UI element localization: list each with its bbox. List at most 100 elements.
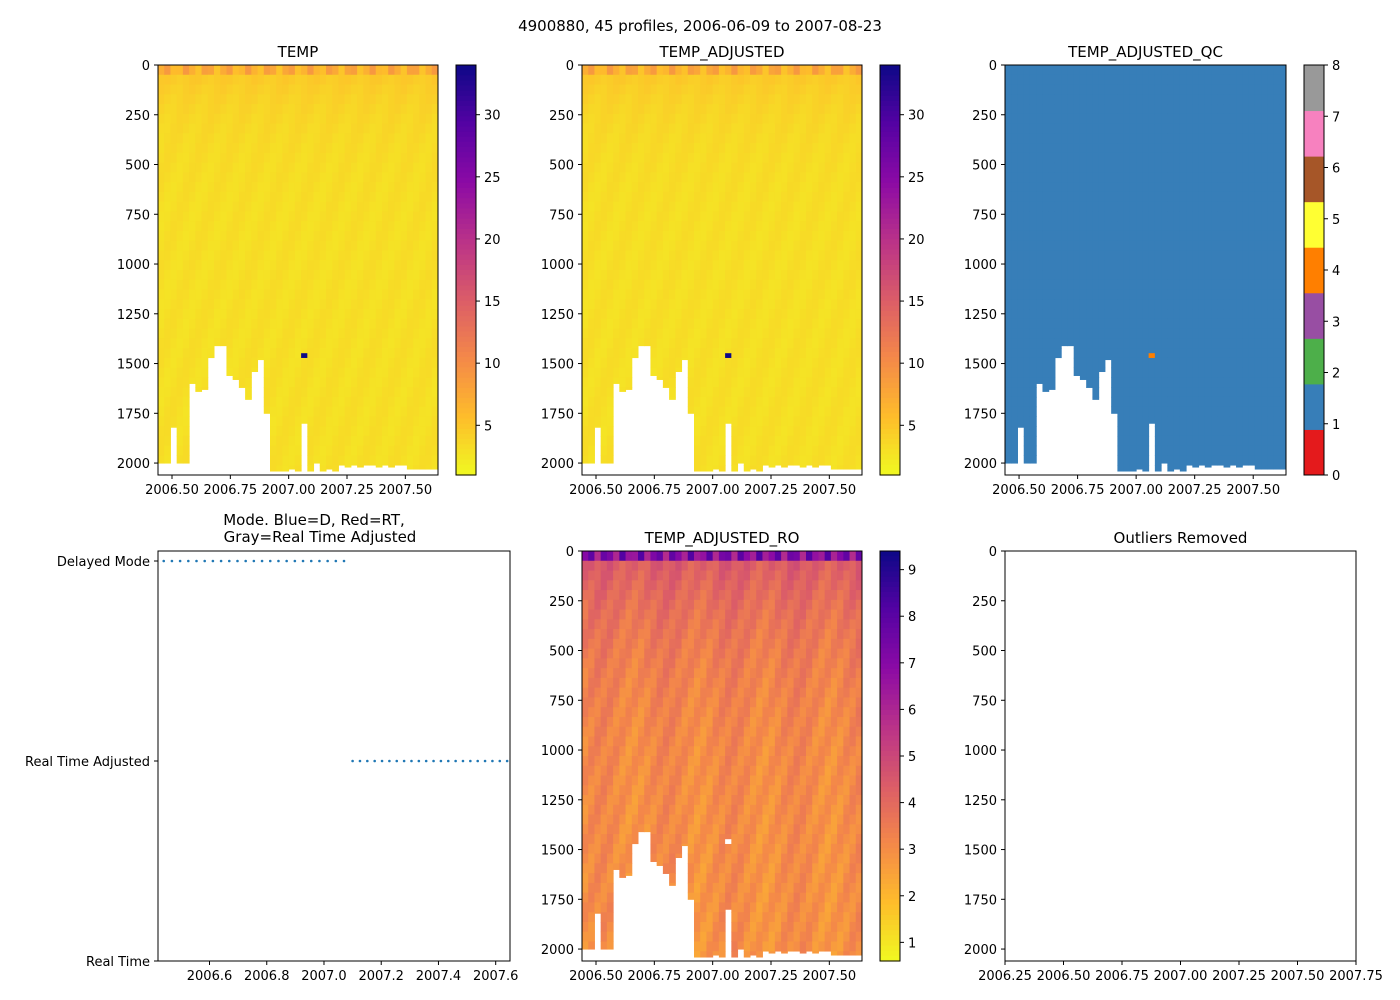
heatmap-cell — [687, 338, 695, 349]
heatmap-cell — [694, 230, 701, 242]
colorbar-swatch — [456, 85, 476, 92]
heatmap-cell — [1098, 172, 1106, 183]
heatmap-cell — [406, 328, 414, 339]
heatmap-cell — [731, 367, 739, 378]
heatmap-cell — [425, 65, 433, 76]
heatmap-cell — [388, 435, 395, 447]
heatmap-cell — [245, 240, 252, 251]
heatmap-cell — [606, 191, 614, 203]
heatmap-cell — [662, 299, 670, 310]
heatmap-cell — [189, 191, 196, 203]
heatmap-cell — [799, 445, 807, 456]
heatmap-cell — [394, 240, 402, 251]
heatmap-cell — [781, 348, 788, 359]
heatmap-cell — [382, 416, 389, 427]
heatmap-cell — [1011, 416, 1018, 427]
heatmap-cell — [725, 74, 732, 86]
heatmap-cell — [307, 367, 315, 378]
heatmap-cell — [307, 279, 315, 291]
heatmap-cell — [1061, 260, 1068, 271]
heatmap-cell — [855, 240, 863, 251]
heatmap-cell — [1079, 65, 1087, 76]
heatmap-cell — [606, 357, 614, 369]
heatmap-cell — [1054, 318, 1062, 330]
heatmap-cell — [232, 113, 240, 125]
heatmap-cell — [164, 152, 171, 164]
heatmap-cell — [619, 94, 627, 105]
heatmap-cell — [1104, 143, 1112, 154]
heatmap-cell — [855, 221, 863, 232]
heatmap-cell — [1198, 191, 1206, 203]
heatmap-cell — [369, 172, 377, 183]
heatmap-cell — [631, 191, 639, 203]
heatmap-cell — [606, 201, 614, 212]
heatmap-cell — [687, 113, 695, 125]
heatmap-cell — [1179, 74, 1187, 86]
heatmap-cell — [644, 211, 651, 222]
heatmap-cell — [388, 240, 395, 251]
heatmap-cell — [419, 465, 427, 470]
heatmap-cell — [344, 289, 352, 300]
heatmap-cell — [313, 338, 321, 349]
heatmap-cell — [1005, 309, 1012, 320]
heatmap-cell — [388, 357, 395, 369]
heatmap-cell — [774, 211, 782, 222]
heatmap-cell — [1136, 260, 1143, 271]
heatmap-cell — [350, 338, 358, 349]
heatmap-cell — [631, 74, 639, 86]
heatmap-cell — [731, 143, 739, 154]
heatmap-cell — [799, 416, 807, 427]
heatmap-cell — [319, 172, 327, 183]
heatmap-cell — [363, 113, 371, 125]
heatmap-cell — [837, 152, 844, 164]
colorbar-swatch — [880, 131, 900, 138]
heatmap-cell — [806, 191, 813, 203]
heatmap-cell — [382, 172, 389, 183]
heatmap-cell — [226, 74, 234, 86]
heatmap-cell — [638, 221, 645, 232]
heatmap-cell — [756, 74, 763, 86]
heatmap-cell — [656, 172, 664, 183]
heatmap-cell — [849, 250, 857, 261]
colorbar-swatch — [456, 428, 476, 435]
heatmap-cell — [656, 104, 664, 115]
heatmap-cell — [694, 426, 701, 437]
heatmap-cell — [382, 133, 389, 144]
heatmap-cell — [251, 143, 259, 154]
heatmap-cell — [276, 152, 283, 164]
heatmap-cell — [431, 113, 439, 125]
heatmap-cell — [319, 455, 327, 466]
heatmap-cell — [812, 357, 819, 369]
colorbar-swatch — [456, 408, 476, 415]
heatmap-cell — [1054, 162, 1062, 173]
heatmap-cell — [1017, 65, 1025, 76]
heatmap-cell — [1042, 133, 1050, 144]
heatmap-cell — [382, 230, 389, 242]
heatmap-cell — [849, 221, 857, 232]
heatmap-cell — [588, 152, 595, 164]
heatmap-cell — [170, 318, 178, 330]
heatmap-cell — [1067, 260, 1075, 271]
heatmap-cell — [830, 279, 838, 291]
heatmap-cell — [1086, 260, 1093, 271]
heatmap-cell — [756, 318, 763, 330]
heatmap-cell — [1104, 191, 1112, 203]
heatmap-cell — [400, 84, 408, 95]
heatmap-cell — [214, 250, 221, 261]
heatmap-cell — [276, 201, 283, 212]
heatmap-cell — [638, 123, 645, 134]
heatmap-cell — [1017, 182, 1025, 193]
heatmap-cell — [413, 270, 420, 281]
heatmap-cell — [332, 377, 339, 388]
colorbar-swatch — [456, 121, 476, 128]
heatmap-cell — [1148, 162, 1156, 173]
heatmap-cell — [843, 406, 851, 417]
heatmap-cell — [1048, 104, 1056, 115]
heatmap-cell — [301, 377, 308, 388]
heatmap-cell — [1186, 221, 1193, 232]
heatmap-cell — [669, 328, 676, 339]
heatmap-cell — [594, 211, 602, 222]
heatmap-cell — [369, 279, 377, 291]
heatmap-cell — [756, 396, 763, 408]
heatmap-cell — [799, 84, 807, 95]
